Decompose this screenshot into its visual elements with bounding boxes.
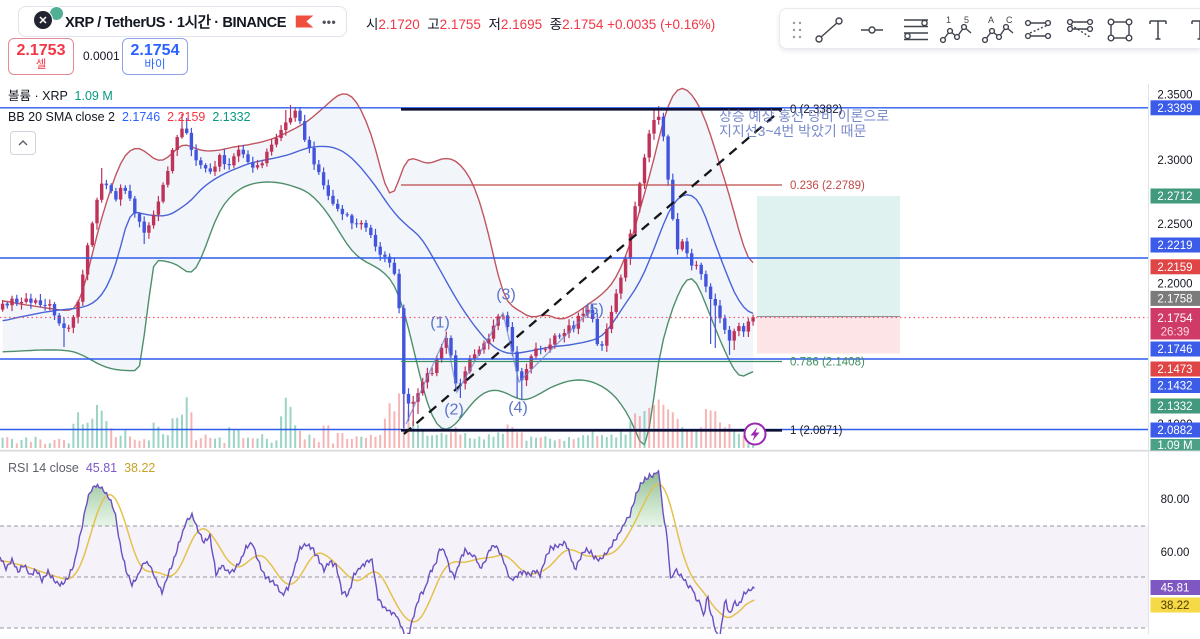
svg-text:2.2219: 2.2219: [1157, 240, 1192, 252]
svg-text:지지선3~4번 박았기 때문: 지지선3~4번 박았기 때문: [719, 123, 867, 139]
svg-text:2.3000: 2.3000: [1157, 155, 1192, 167]
svg-text:2.1473: 2.1473: [1157, 364, 1192, 376]
svg-text:5: 5: [964, 15, 969, 25]
svg-text:26:39: 26:39: [1161, 327, 1190, 339]
svg-text:80.00: 80.00: [1161, 494, 1190, 506]
svg-text:2.1332: 2.1332: [1157, 401, 1192, 413]
svg-text:2.2500: 2.2500: [1157, 219, 1192, 231]
svg-text:2.3399: 2.3399: [1157, 103, 1192, 115]
svg-text:(4): (4): [508, 400, 528, 417]
svg-text:2.1432: 2.1432: [1157, 381, 1192, 393]
svg-text:2.0882: 2.0882: [1157, 425, 1192, 437]
svg-text:1.09 M: 1.09 M: [1157, 440, 1192, 452]
svg-text:2.3500: 2.3500: [1157, 90, 1192, 102]
svg-text:1 (2.0871): 1 (2.0871): [790, 425, 843, 437]
svg-text:2.1746: 2.1746: [1157, 344, 1192, 356]
svg-text:상승 예상 홍선 당비 이론으로: 상승 예상 홍선 당비 이론으로: [719, 108, 889, 124]
svg-text:45.81: 45.81: [1161, 583, 1190, 595]
svg-text:2.1758: 2.1758: [1157, 293, 1192, 305]
svg-text:38.22: 38.22: [1161, 600, 1190, 612]
svg-text:(1): (1): [430, 315, 450, 332]
svg-text:0.786 (2.1408): 0.786 (2.1408): [790, 357, 865, 369]
svg-text:60.00: 60.00: [1161, 547, 1190, 559]
svg-text:0.236 (2.2789): 0.236 (2.2789): [790, 180, 865, 192]
svg-text:(2): (2): [444, 402, 464, 419]
svg-text:A: A: [988, 15, 994, 25]
svg-text:(5): (5): [584, 302, 604, 319]
svg-text:1: 1: [946, 15, 951, 25]
svg-text:C: C: [1006, 15, 1013, 25]
svg-text:2.2000: 2.2000: [1157, 278, 1192, 290]
svg-text:2.2712: 2.2712: [1157, 191, 1192, 203]
svg-text:(3): (3): [496, 287, 516, 304]
svg-text:2.1754: 2.1754: [1157, 313, 1193, 325]
svg-text:2.2159: 2.2159: [1157, 262, 1192, 274]
